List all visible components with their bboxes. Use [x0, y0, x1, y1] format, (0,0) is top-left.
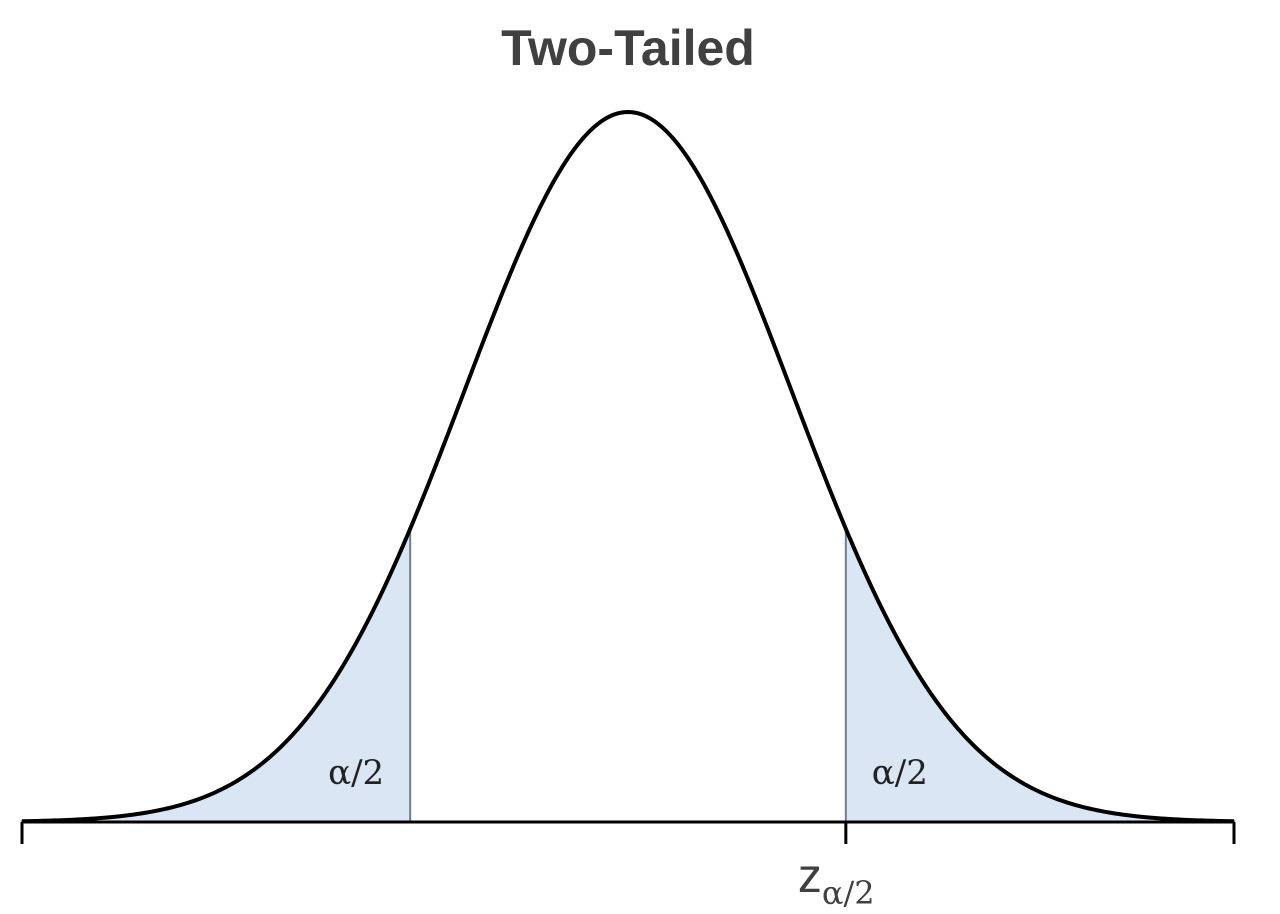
chart-title: Two-Tailed: [501, 20, 755, 76]
critical-value-label: zα/2: [798, 850, 875, 912]
right-tail-label: α/2: [872, 753, 928, 793]
critical-value-label-main: z: [798, 850, 822, 903]
critical-value-label-subscript: α/2: [822, 874, 875, 912]
plot-area: [20, 109, 1236, 844]
left-tail-label: α/2: [328, 753, 384, 793]
normal-density-curve: [21, 109, 1235, 824]
